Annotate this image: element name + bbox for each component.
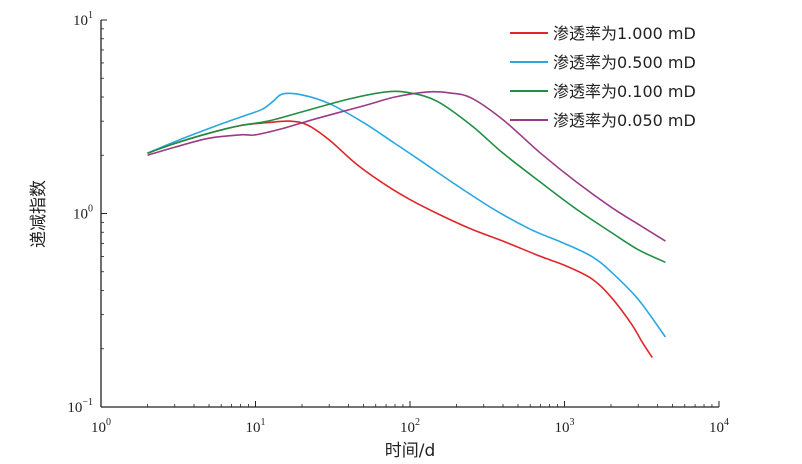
series-line-1	[147, 120, 653, 359]
legend-label: 渗透率为1.000 mD	[553, 24, 696, 43]
x-tick-label: 103	[555, 417, 575, 436]
series-line-4	[147, 90, 666, 242]
x-tick-label: 100	[91, 417, 111, 436]
y-tick-label: 101	[73, 10, 93, 29]
series-lines	[147, 90, 667, 359]
y-tick-label: 100	[73, 204, 93, 223]
series-line-2	[147, 92, 667, 338]
y-tick-label: 10−1	[67, 397, 93, 416]
y-axis-label: 递减指数	[29, 180, 49, 248]
legend: 渗透率为1.000 mD 渗透率为0.500 mD 渗透率为0.100 mD 渗透率为…	[510, 24, 696, 130]
axes	[100, 20, 719, 408]
legend-label: 渗透率为0.500 mD	[553, 53, 696, 72]
x-tick-label: 102	[400, 417, 420, 436]
legend-label: 渗透率为0.050 mD	[553, 111, 696, 130]
legend-label: 渗透率为0.100 mD	[553, 82, 696, 101]
x-tick-label: 101	[246, 417, 266, 436]
x-axis-label: 时间/d	[385, 441, 436, 461]
x-tick-label: 104	[709, 417, 729, 436]
series-line-3	[147, 90, 666, 263]
